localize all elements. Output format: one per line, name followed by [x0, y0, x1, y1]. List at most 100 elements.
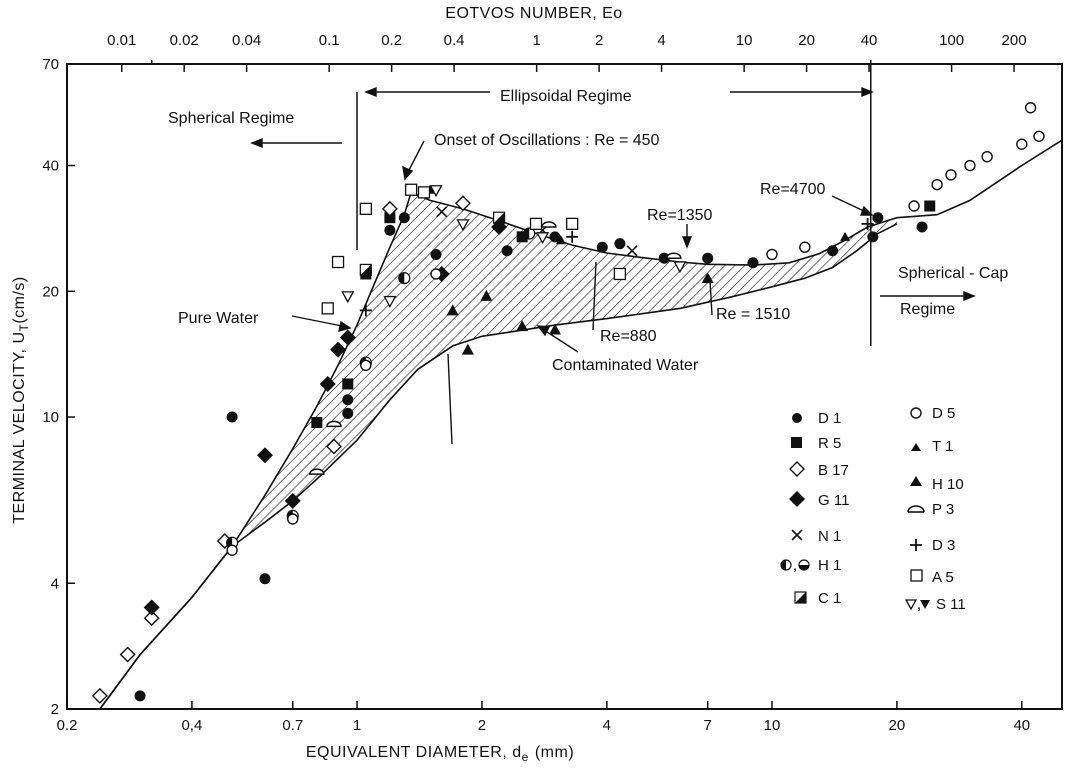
marker-h10	[480, 289, 493, 301]
hatched-region	[232, 192, 897, 547]
top-tick-label: 0.4	[444, 32, 465, 49]
x-tick-label: 40	[1013, 717, 1030, 734]
marker-d5	[1016, 138, 1028, 150]
x-axis-ticks: 0.2 0,4 0.7 1 2 4 7 10 20 40	[57, 701, 1030, 734]
legend-item-a5: A 5	[910, 569, 954, 586]
marker-d1	[916, 221, 928, 233]
top-tick-label: 200	[1002, 32, 1027, 49]
top-tick-label: 100	[939, 32, 964, 49]
top-tick-label: 10	[736, 32, 753, 49]
marker-a5	[331, 255, 345, 269]
marker-b17	[326, 438, 342, 455]
marker-d3	[359, 304, 372, 317]
top-tick-label: 4	[657, 32, 665, 49]
marker-h1	[398, 272, 411, 285]
curve-contaminated-water	[99, 223, 898, 709]
svg-text:R 5: R 5	[818, 435, 841, 452]
svg-text:C 1: C 1	[818, 590, 841, 607]
contaminated-water-label: Contaminated Water	[552, 357, 699, 374]
marker-d3	[566, 230, 579, 243]
marker-d1	[259, 573, 271, 585]
marker-d5	[931, 178, 943, 191]
marker-d5	[964, 159, 976, 172]
legend-item-c1: C 1	[794, 590, 841, 607]
marker-r5	[516, 231, 528, 243]
marker-b17	[454, 195, 471, 212]
regime-boundaries	[150, 60, 872, 346]
marker-d1	[501, 245, 513, 257]
legend-item-h1: , H 1	[780, 557, 841, 574]
marker-c1	[493, 211, 506, 224]
spherical-regime-label: Spherical Regime	[168, 110, 294, 127]
marker-h10	[461, 343, 474, 355]
svg-text:G 11: G 11	[818, 492, 849, 509]
top-tick-label: 20	[798, 32, 815, 49]
svg-text:H 10: H 10	[932, 476, 964, 493]
legend-item-s11: , S 11	[904, 596, 966, 613]
marker-a5	[613, 267, 627, 281]
marker-c1	[359, 263, 372, 277]
x-tick-label: 0.7	[282, 717, 303, 734]
marker-d5	[908, 200, 920, 212]
marker-d1	[342, 407, 354, 419]
marker-g11	[339, 329, 356, 346]
marker-d5	[226, 544, 238, 556]
legend-item-g11: G 11	[789, 491, 849, 509]
marker-p3	[326, 420, 342, 428]
marker-d5	[981, 150, 993, 163]
marker-d1	[747, 257, 759, 269]
marker-d1	[226, 411, 238, 423]
marker-d5	[1033, 130, 1045, 142]
legend-item-b17: B 17	[789, 461, 849, 479]
legend-item-r5: R 5	[791, 435, 841, 452]
marker-n1	[626, 245, 638, 257]
marker-d5	[360, 359, 372, 371]
svg-text:D 3: D 3	[932, 537, 955, 554]
top-tick-label: 0.2	[381, 32, 402, 49]
legend-item-t1: T 1	[911, 438, 953, 455]
marker-h10	[549, 323, 562, 335]
legend-item-d3: D 3	[910, 537, 955, 554]
svg-text:D 5: D 5	[932, 405, 955, 422]
marker-h1	[523, 227, 536, 240]
marker-s11	[456, 219, 470, 232]
x-tick-label: 20	[889, 717, 906, 734]
curves	[99, 139, 1062, 709]
marker-d5	[287, 513, 299, 525]
marker-g11	[319, 375, 336, 392]
curve-pure-water	[99, 139, 1062, 709]
top-tick-label: 2	[595, 32, 603, 49]
y-tick-label: 40	[42, 158, 59, 175]
svg-text:D 1: D 1	[818, 410, 841, 427]
marker-d5	[766, 248, 778, 261]
marker-r5	[924, 200, 936, 212]
top-tick-label: 0.1	[319, 32, 340, 49]
ellipsoidal-regime-label: Ellipsoidal Regime	[500, 88, 632, 105]
marker-d1	[867, 231, 879, 243]
marker-b17	[381, 200, 398, 217]
marker-d1	[549, 231, 561, 243]
marker-d5	[799, 241, 811, 253]
marker-a5	[529, 217, 543, 231]
marker-s11	[383, 295, 397, 308]
marker-s11	[429, 185, 443, 198]
pure-water-label: Pure Water	[178, 310, 259, 327]
legend-item-d1: D 1	[792, 410, 841, 427]
marker-a5	[404, 183, 418, 196]
marker-d1	[430, 248, 442, 260]
marker-d5	[945, 169, 957, 181]
y-axis-ticks: 2 4 10 20 40 70	[42, 56, 75, 718]
data-markers	[91, 102, 1045, 704]
marker-r5	[342, 378, 354, 390]
marker-g11	[330, 341, 347, 358]
marker-d1	[134, 690, 146, 702]
marker-r5	[311, 417, 323, 429]
top-axis-ticks: 0.01 0.02 0.04 0.1 0.2 0.4 1 2 4 10 20 40 100 200	[107, 32, 1027, 72]
top-axis-title: EOTVOS NUMBER, Eo	[445, 5, 622, 22]
marker-a5	[566, 217, 579, 231]
marker-d1	[827, 245, 839, 257]
marker-a5	[359, 202, 372, 216]
marker-s11	[341, 291, 355, 304]
top-tick-label: 0.04	[232, 32, 261, 49]
marker-h10	[446, 304, 459, 316]
